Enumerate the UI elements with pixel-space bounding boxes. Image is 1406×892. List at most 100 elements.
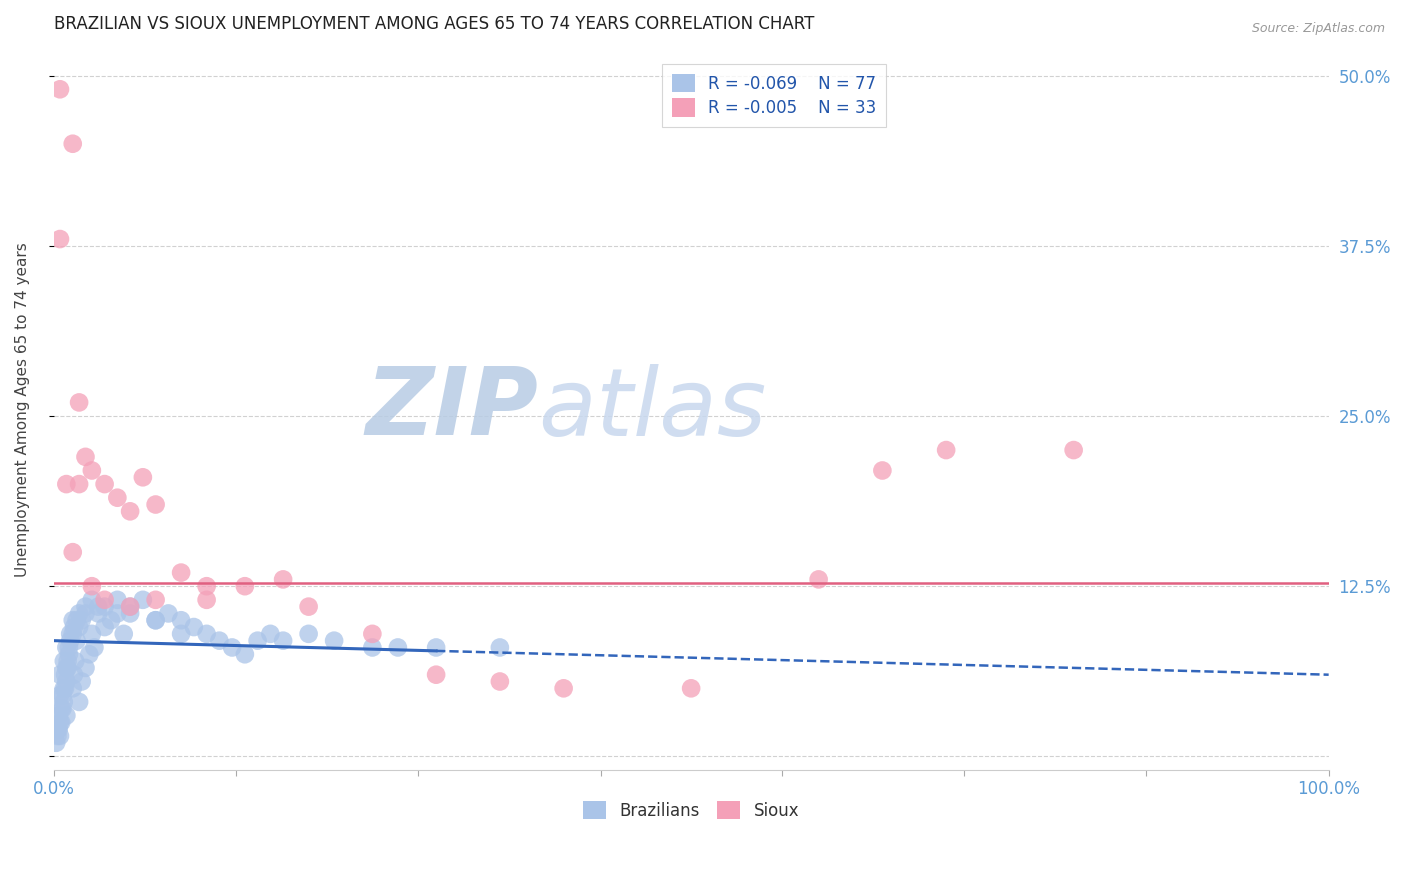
Point bbox=[53, 681, 76, 696]
Point bbox=[553, 681, 575, 696]
Point bbox=[52, 695, 75, 709]
Point bbox=[872, 463, 894, 477]
Point bbox=[79, 647, 101, 661]
Point bbox=[807, 573, 830, 587]
Point bbox=[132, 470, 155, 484]
Point bbox=[58, 640, 80, 655]
Point bbox=[935, 443, 957, 458]
Text: atlas: atlas bbox=[538, 364, 766, 455]
Point bbox=[53, 667, 76, 681]
Point bbox=[80, 592, 103, 607]
Point bbox=[170, 627, 193, 641]
Point bbox=[105, 491, 128, 505]
Point bbox=[183, 620, 205, 634]
Point bbox=[63, 620, 86, 634]
Point bbox=[55, 477, 77, 491]
Point bbox=[233, 647, 256, 661]
Point bbox=[120, 607, 142, 621]
Point bbox=[58, 647, 80, 661]
Point bbox=[51, 702, 73, 716]
Point bbox=[233, 579, 256, 593]
Point bbox=[195, 579, 218, 593]
Point bbox=[145, 498, 167, 512]
Point bbox=[49, 715, 72, 730]
Point bbox=[681, 681, 703, 696]
Point bbox=[62, 681, 84, 696]
Point bbox=[62, 545, 84, 559]
Point bbox=[271, 573, 294, 587]
Point bbox=[70, 613, 93, 627]
Y-axis label: Unemployment Among Ages 65 to 74 years: Unemployment Among Ages 65 to 74 years bbox=[15, 242, 30, 576]
Point bbox=[49, 729, 72, 743]
Point bbox=[361, 627, 384, 641]
Point bbox=[87, 607, 110, 621]
Point bbox=[157, 607, 180, 621]
Point bbox=[75, 450, 97, 464]
Point bbox=[170, 613, 193, 627]
Point bbox=[208, 633, 231, 648]
Point bbox=[65, 654, 87, 668]
Point bbox=[489, 640, 512, 655]
Point bbox=[132, 592, 155, 607]
Point bbox=[51, 688, 73, 702]
Point bbox=[75, 599, 97, 614]
Point bbox=[67, 695, 90, 709]
Point bbox=[195, 592, 218, 607]
Point bbox=[67, 620, 90, 634]
Point bbox=[59, 633, 82, 648]
Point bbox=[259, 627, 281, 641]
Point bbox=[298, 599, 321, 614]
Legend: Brazilians, Sioux: Brazilians, Sioux bbox=[576, 795, 806, 827]
Point bbox=[298, 627, 321, 641]
Point bbox=[56, 661, 79, 675]
Point bbox=[246, 633, 269, 648]
Point bbox=[75, 661, 97, 675]
Point bbox=[62, 627, 84, 641]
Point bbox=[46, 729, 69, 743]
Point bbox=[67, 477, 90, 491]
Point bbox=[67, 395, 90, 409]
Point bbox=[65, 613, 87, 627]
Point bbox=[48, 708, 70, 723]
Point bbox=[170, 566, 193, 580]
Point bbox=[62, 136, 84, 151]
Point bbox=[75, 607, 97, 621]
Point bbox=[55, 640, 77, 655]
Point bbox=[93, 599, 115, 614]
Point bbox=[59, 627, 82, 641]
Point bbox=[55, 674, 77, 689]
Point bbox=[489, 674, 512, 689]
Point bbox=[87, 599, 110, 614]
Point bbox=[271, 633, 294, 648]
Point bbox=[70, 674, 93, 689]
Point bbox=[49, 688, 72, 702]
Point bbox=[387, 640, 409, 655]
Point bbox=[62, 613, 84, 627]
Point bbox=[46, 722, 69, 736]
Point bbox=[105, 607, 128, 621]
Point bbox=[100, 613, 122, 627]
Point bbox=[105, 592, 128, 607]
Point bbox=[145, 592, 167, 607]
Point bbox=[120, 504, 142, 518]
Point bbox=[221, 640, 243, 655]
Point bbox=[51, 715, 73, 730]
Point bbox=[425, 667, 447, 681]
Point bbox=[120, 599, 142, 614]
Point bbox=[80, 579, 103, 593]
Point bbox=[83, 640, 105, 655]
Point bbox=[120, 599, 142, 614]
Point bbox=[63, 667, 86, 681]
Point bbox=[145, 613, 167, 627]
Point bbox=[45, 736, 67, 750]
Point bbox=[48, 722, 70, 736]
Point bbox=[49, 667, 72, 681]
Point bbox=[112, 627, 135, 641]
Point bbox=[49, 232, 72, 246]
Point bbox=[65, 633, 87, 648]
Point bbox=[145, 613, 167, 627]
Point bbox=[93, 592, 115, 607]
Point bbox=[49, 82, 72, 96]
Point bbox=[93, 620, 115, 634]
Point bbox=[361, 640, 384, 655]
